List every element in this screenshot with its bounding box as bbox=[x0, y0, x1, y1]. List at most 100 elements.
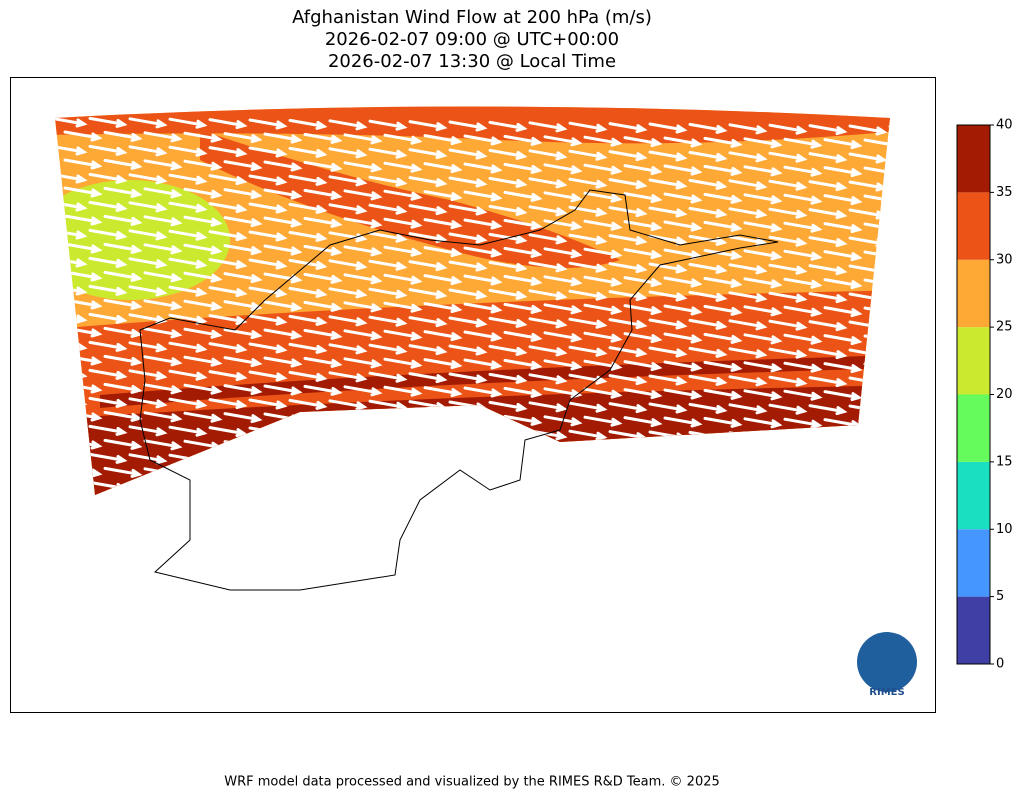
wind-arrow bbox=[863, 334, 890, 346]
wind-arrow bbox=[888, 460, 890, 472]
wind-arrow bbox=[785, 503, 819, 511]
wind-arrow bbox=[55, 340, 88, 352]
wind-arrow bbox=[288, 482, 328, 494]
wind-arrow bbox=[768, 403, 808, 415]
wind-arrow bbox=[728, 263, 768, 275]
wind-arrow bbox=[368, 315, 408, 327]
wind-arrow bbox=[808, 460, 848, 472]
wind-arrow bbox=[688, 234, 728, 246]
wind-arrow bbox=[55, 312, 88, 324]
wind-arrow bbox=[823, 362, 863, 374]
wind-arrow bbox=[143, 467, 183, 479]
wind-arrow bbox=[343, 413, 383, 425]
wind-arrow bbox=[263, 356, 303, 368]
wind-arrow bbox=[808, 432, 848, 444]
wind-arrow bbox=[543, 415, 583, 427]
wind-arrow bbox=[383, 385, 423, 397]
wind-arrow bbox=[448, 316, 488, 328]
wind-arrow bbox=[288, 258, 328, 270]
wind-arrow bbox=[408, 428, 448, 440]
colorbar-tick-label: 10 bbox=[996, 522, 1013, 537]
wind-arrow bbox=[368, 175, 408, 187]
wind-arrow bbox=[103, 214, 143, 226]
wind-arrow bbox=[248, 202, 288, 214]
wind-arrow bbox=[368, 371, 408, 383]
wind-arrow bbox=[448, 260, 488, 272]
wind-arrow bbox=[345, 499, 379, 507]
wind-arrow bbox=[103, 354, 143, 366]
wind-arrow bbox=[103, 298, 143, 310]
wind-arrow bbox=[888, 404, 890, 416]
wind-arrow bbox=[688, 206, 728, 218]
wind-arrow bbox=[488, 176, 528, 188]
wind-arrow bbox=[208, 482, 248, 494]
wind-arrow bbox=[623, 220, 663, 232]
wind-arrow bbox=[263, 132, 303, 144]
wind-arrow bbox=[465, 500, 499, 508]
colorbar-segment bbox=[957, 192, 990, 260]
colorbar-tick-label: 25 bbox=[996, 320, 1013, 335]
wind-arrow bbox=[863, 418, 890, 430]
wind-arrow bbox=[463, 386, 503, 398]
wind-arrow bbox=[488, 148, 528, 160]
wind-arrow bbox=[368, 119, 408, 131]
colorbar-tick-label: 0 bbox=[996, 657, 1004, 672]
country-border bbox=[139, 189, 779, 591]
wind-arrow bbox=[488, 456, 528, 468]
colorbar-tick-label: 35 bbox=[996, 185, 1013, 200]
wind-arrow bbox=[865, 504, 899, 512]
wind-arrow bbox=[703, 192, 743, 204]
wind-arrow bbox=[728, 347, 768, 359]
wind-arrow bbox=[288, 426, 328, 438]
wind-arrow bbox=[728, 403, 768, 415]
wind-arrow bbox=[568, 289, 608, 301]
wind-arrow bbox=[463, 190, 503, 202]
wind-arrow bbox=[88, 452, 128, 464]
wind-arrow bbox=[743, 221, 783, 233]
wind-arrow bbox=[208, 454, 248, 466]
wind-arrow bbox=[463, 414, 503, 426]
logo-emblem bbox=[857, 632, 917, 692]
wind-arrow bbox=[808, 488, 848, 495]
wind-arrow bbox=[383, 273, 423, 285]
wind-arrow bbox=[223, 384, 263, 396]
wind-arrow bbox=[168, 285, 208, 297]
wind-arrow bbox=[703, 388, 743, 400]
wind-arrow bbox=[568, 485, 608, 495]
wind-arrow bbox=[783, 277, 823, 289]
wind-arrow bbox=[505, 500, 539, 508]
wind-arrow bbox=[663, 220, 703, 232]
wind-arrow bbox=[383, 441, 423, 453]
wind-arrow bbox=[863, 306, 890, 318]
wind-arrow bbox=[768, 123, 808, 135]
wind-arrow bbox=[55, 396, 88, 408]
wind-arrow bbox=[488, 484, 528, 495]
wind-arrow bbox=[463, 134, 503, 146]
wind-arrow bbox=[328, 147, 368, 159]
wind-arrow bbox=[543, 471, 583, 483]
wind-arrow bbox=[63, 382, 103, 394]
wind-arrow bbox=[825, 504, 859, 512]
wind-arrow bbox=[608, 458, 648, 470]
wind-arrow bbox=[223, 160, 263, 172]
wind-arrow bbox=[208, 230, 248, 242]
wind-arrow bbox=[168, 173, 208, 185]
wind-arrow bbox=[263, 384, 303, 396]
wind-arrow bbox=[55, 284, 88, 296]
wind-arrow bbox=[808, 208, 848, 220]
wind-arrow bbox=[663, 360, 703, 372]
wind-arrow bbox=[328, 427, 368, 439]
wind-arrow bbox=[463, 358, 503, 370]
wind-arrow bbox=[608, 374, 648, 386]
wind-arrow bbox=[488, 120, 528, 132]
wind-arrow bbox=[703, 136, 743, 148]
wind-arrow bbox=[183, 187, 223, 199]
speed-band bbox=[200, 130, 620, 268]
wind-arrow bbox=[463, 246, 503, 258]
wind-arrow bbox=[103, 466, 143, 478]
wind-arrow bbox=[745, 503, 779, 511]
wind-arrow bbox=[863, 474, 890, 486]
wind-arrow bbox=[823, 250, 863, 262]
wind-arrow bbox=[823, 138, 863, 150]
wind-arrow bbox=[328, 343, 368, 355]
